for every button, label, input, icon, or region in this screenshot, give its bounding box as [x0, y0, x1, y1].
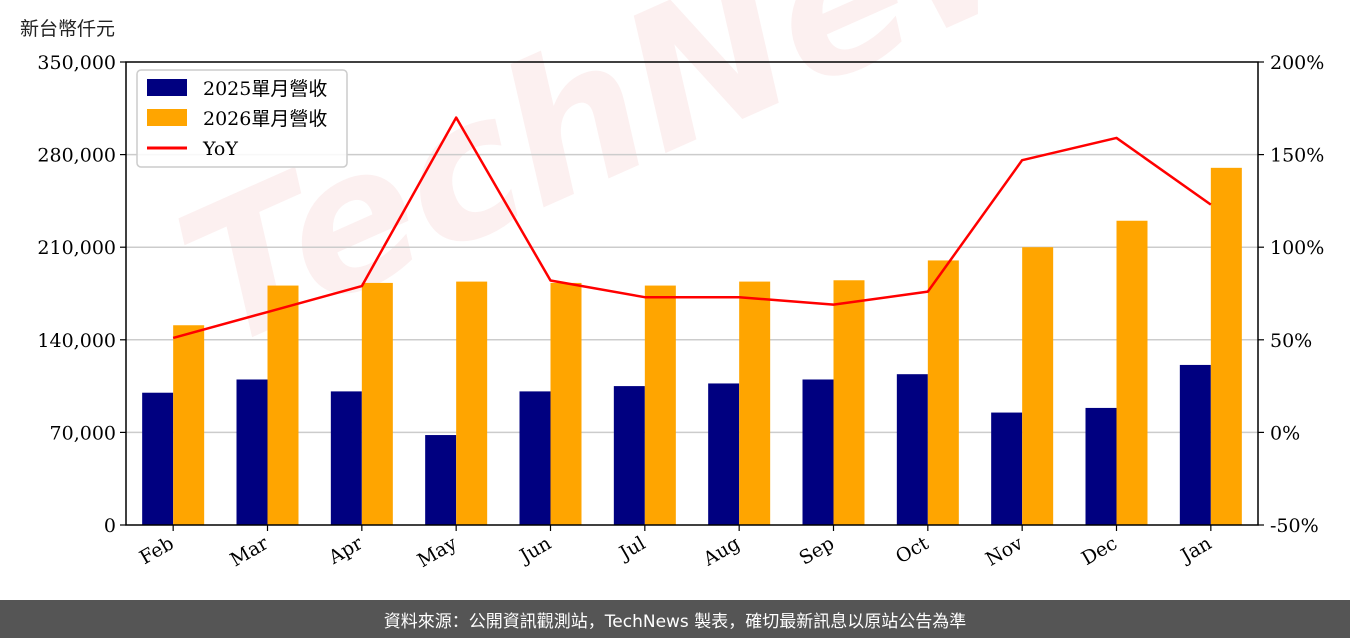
- revenue-chart: 0 70,000 140,000 210,000 280,000 350,000 -50% 0…: [37, 52, 1324, 572]
- bar-2026: [644, 285, 676, 525]
- left-tick-label: 0: [104, 515, 116, 537]
- x-tick-label: Dec: [1078, 532, 1121, 570]
- right-tick-label: 200%: [1270, 52, 1324, 74]
- x-tick-label: Mar: [226, 532, 272, 571]
- bar-2026: [739, 281, 771, 525]
- left-tick-label: 350,000: [37, 52, 116, 74]
- bar-2025: [1085, 407, 1117, 525]
- source-footer: 資料來源：公開資訊觀測站，TechNews 製表，確切最新訊息以原站公告為準: [0, 600, 1350, 638]
- x-tick-label: Sep: [795, 532, 838, 569]
- legend-label: YoY: [202, 138, 238, 160]
- legend-label: 2026單月營收: [203, 108, 327, 130]
- right-tick-label: 150%: [1270, 145, 1324, 167]
- bar-2025: [802, 379, 834, 525]
- bar-2026: [1116, 220, 1148, 525]
- left-tick-label: 140,000: [37, 330, 116, 352]
- bar-2026: [456, 281, 488, 525]
- bar-2025: [1179, 364, 1211, 525]
- x-tick-label: Nov: [982, 532, 1027, 571]
- x-tick-label: Jan: [1176, 532, 1216, 568]
- bar-2026: [550, 282, 582, 525]
- left-tick-label: 210,000: [37, 237, 116, 259]
- x-tick-label: Jun: [514, 532, 555, 568]
- bar-2025: [142, 392, 174, 525]
- legend-label: 2025單月營收: [203, 78, 327, 100]
- x-tick-label: Aug: [699, 532, 744, 571]
- bar-2026: [267, 285, 299, 525]
- bar-2026: [833, 280, 865, 525]
- bar-2025: [425, 435, 457, 525]
- bar-2026: [173, 325, 205, 525]
- left-tick-label: 70,000: [50, 422, 116, 444]
- legend-box: [136, 69, 348, 168]
- bar-2026: [1210, 167, 1242, 526]
- x-tick-label: Apr: [324, 532, 367, 569]
- bar-2025: [708, 383, 740, 525]
- bar-2026: [1022, 247, 1054, 525]
- bar-2026: [927, 260, 959, 525]
- right-tick-label: 100%: [1270, 237, 1324, 259]
- bar-2026: [361, 282, 393, 525]
- bar-2025: [330, 391, 362, 525]
- bar-2025: [236, 379, 268, 525]
- legend-swatch: [147, 79, 187, 96]
- x-tick-label: Oct: [892, 532, 933, 568]
- right-tick-label: 50%: [1270, 330, 1312, 352]
- bar-2025: [991, 412, 1023, 525]
- plot-frame: [125, 61, 1259, 526]
- bar-2025: [613, 386, 645, 525]
- bar-2025: [519, 391, 551, 525]
- x-tick-label: Jul: [614, 532, 649, 565]
- footer-text: 資料來源：公開資訊觀測站，TechNews 製表，確切最新訊息以原站公告為準: [383, 611, 967, 632]
- y-axis-unit-label: 新台幣仟元: [20, 18, 116, 40]
- legend-swatch: [147, 109, 187, 126]
- right-tick-label: -50%: [1270, 515, 1319, 537]
- yoy-line: [172, 116, 1212, 340]
- left-tick-label: 280,000: [37, 145, 116, 167]
- x-tick-label: May: [414, 532, 461, 572]
- bar-2025: [896, 374, 928, 525]
- x-tick-label: Feb: [136, 532, 178, 569]
- right-tick-label: 0%: [1270, 422, 1300, 444]
